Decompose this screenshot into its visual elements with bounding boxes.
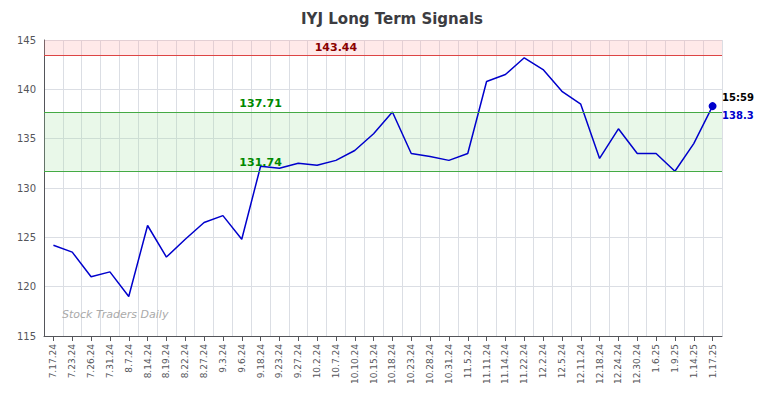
svg-text:1.6.25: 1.6.25 — [651, 344, 661, 373]
svg-text:145: 145 — [17, 35, 36, 46]
svg-text:10.10.24: 10.10.24 — [350, 344, 360, 384]
svg-text:1.14.25: 1.14.25 — [689, 344, 699, 378]
svg-text:9.27.24: 9.27.24 — [293, 344, 303, 379]
svg-text:11.5.24: 11.5.24 — [463, 344, 473, 379]
svg-text:9.3.24: 9.3.24 — [218, 344, 228, 373]
svg-text:IYJ Long Term Signals: IYJ Long Term Signals — [301, 10, 483, 28]
svg-text:12.18.24: 12.18.24 — [595, 344, 605, 384]
svg-text:8.22.24: 8.22.24 — [180, 344, 190, 379]
svg-text:1.9.25: 1.9.25 — [670, 344, 680, 373]
svg-text:Stock Traders Daily: Stock Traders Daily — [62, 308, 169, 321]
svg-text:12.24.24: 12.24.24 — [613, 344, 623, 384]
svg-text:10.15.24: 10.15.24 — [369, 344, 379, 384]
svg-text:8.19.24: 8.19.24 — [161, 344, 171, 379]
svg-text:11.14.24: 11.14.24 — [500, 344, 510, 384]
svg-text:9.23.24: 9.23.24 — [274, 344, 284, 379]
svg-text:137.71: 137.71 — [239, 97, 281, 110]
svg-text:9.6.24: 9.6.24 — [237, 344, 247, 373]
svg-text:15:59: 15:59 — [722, 92, 754, 103]
svg-text:115: 115 — [17, 331, 36, 342]
svg-text:130: 130 — [17, 183, 36, 194]
svg-text:12.30.24: 12.30.24 — [632, 344, 642, 384]
svg-text:12.2.24: 12.2.24 — [538, 344, 548, 379]
svg-text:138.3: 138.3 — [722, 110, 754, 121]
svg-text:12.5.24: 12.5.24 — [557, 344, 567, 379]
svg-text:10.31.24: 10.31.24 — [444, 344, 454, 384]
svg-text:131.74: 131.74 — [239, 156, 282, 169]
svg-text:8.7.24: 8.7.24 — [124, 344, 134, 373]
svg-text:9.18.24: 9.18.24 — [256, 344, 266, 379]
svg-text:7.17.24: 7.17.24 — [48, 344, 58, 379]
svg-text:120: 120 — [17, 281, 36, 292]
svg-text:11.22.24: 11.22.24 — [519, 344, 529, 384]
svg-text:10.2.24: 10.2.24 — [312, 344, 322, 379]
svg-text:10.7.24: 10.7.24 — [331, 344, 341, 379]
svg-text:7.23.24: 7.23.24 — [67, 344, 77, 379]
svg-text:1.17.25: 1.17.25 — [708, 344, 718, 378]
svg-text:7.26.24: 7.26.24 — [86, 344, 96, 379]
svg-text:125: 125 — [17, 232, 36, 243]
svg-text:10.23.24: 10.23.24 — [406, 344, 416, 384]
svg-text:10.18.24: 10.18.24 — [387, 344, 397, 384]
svg-text:8.27.24: 8.27.24 — [199, 344, 209, 379]
svg-text:143.44: 143.44 — [315, 41, 358, 54]
svg-text:10.28.24: 10.28.24 — [425, 344, 435, 384]
svg-text:7.31.24: 7.31.24 — [105, 344, 115, 379]
svg-text:11.11.24: 11.11.24 — [482, 344, 492, 384]
svg-text:135: 135 — [17, 133, 36, 144]
svg-text:140: 140 — [17, 84, 36, 95]
svg-text:8.14.24: 8.14.24 — [143, 344, 153, 379]
svg-text:12.11.24: 12.11.24 — [576, 344, 586, 384]
